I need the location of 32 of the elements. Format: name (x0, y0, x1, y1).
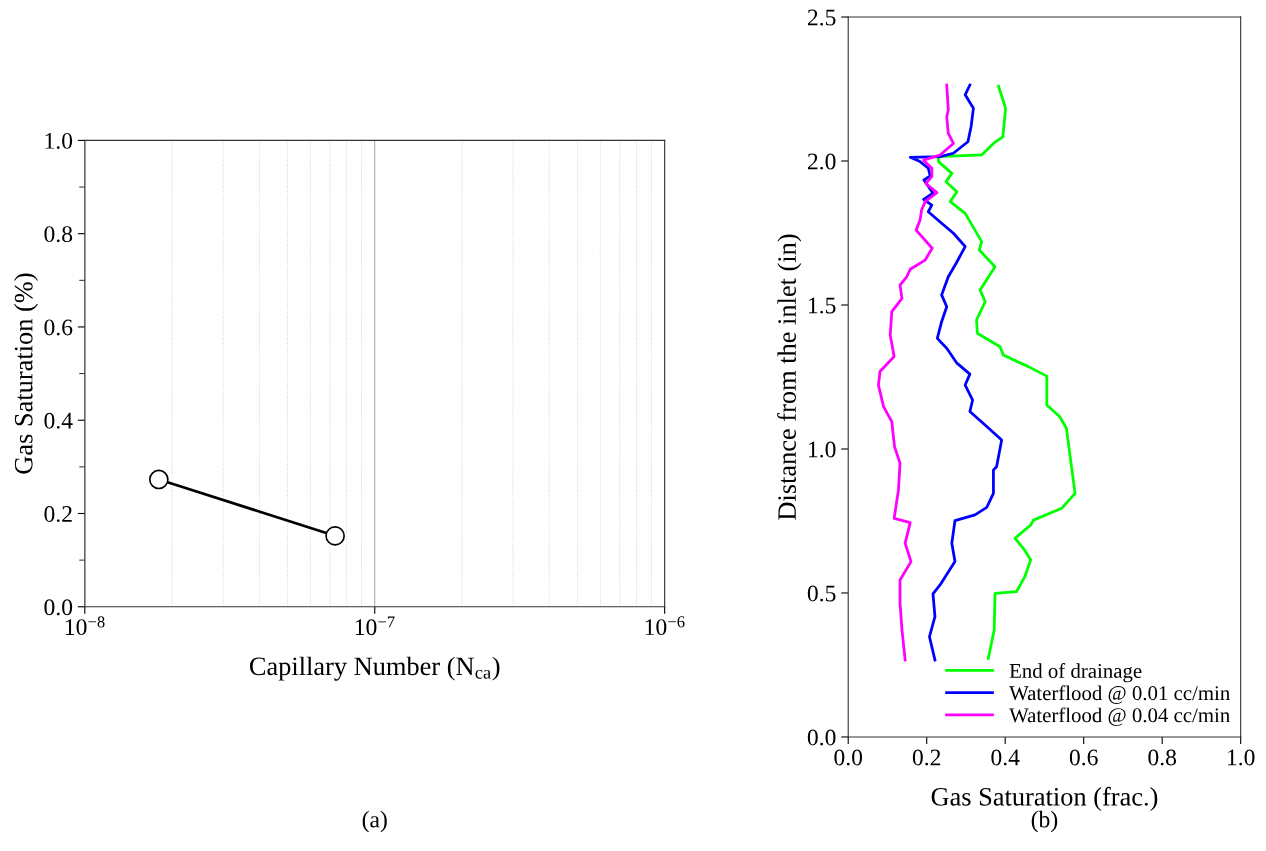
y-axis-title: Gas Saturation (%) (14, 273, 38, 474)
x-tick-label: 10$^{−6}$ (645, 616, 685, 636)
y-axis-title: Distance from the inlet (in) (777, 234, 802, 520)
y-tick-label: 0.8 (44, 226, 73, 243)
legend-label: Waterflood @ 0.01 cc/min (1009, 685, 1230, 704)
legend-label: End of drainage (1009, 663, 1142, 683)
y-tick-label: 1.0 (45, 132, 73, 149)
text: (a) (362, 810, 387, 833)
y-tick-label: 2.0 (807, 153, 836, 170)
x-tick-label: 0.2 (912, 749, 941, 766)
x-tick-label: 0.0 (834, 749, 863, 766)
y-tick-label: 0.0 (807, 729, 836, 746)
y-tick-label: 0.4 (44, 412, 73, 429)
line-series (937, 84, 1077, 660)
y-tick-label: 1.0 (808, 441, 836, 458)
x-tick-label: 10$^{−7}$ (355, 616, 395, 636)
x-tick-label: 0.4 (991, 749, 1020, 766)
x-tick-label: 0.8 (1148, 749, 1177, 766)
y-tick-label: 0.0 (44, 599, 73, 616)
x-axis-title: Capillary Number (N$_{ca}$) (249, 656, 500, 681)
y-tick-label: 0.2 (44, 505, 72, 523)
y-tick-label: 2.5 (807, 9, 836, 26)
line-series (908, 83, 1004, 662)
text: (b) (1031, 810, 1058, 833)
x-tick-label: 10$^{−8}$ (65, 616, 105, 636)
y-tick-label: 1.5 (808, 297, 836, 314)
line-series (877, 83, 955, 662)
x-tick-label: 1.0 (1228, 749, 1255, 766)
x-tick-label: 0.6 (1069, 749, 1098, 766)
legend-label: Waterflood @ 0.04 cc/min (1009, 707, 1230, 727)
y-tick-label: 0.5 (807, 585, 836, 602)
y-tick-label: 0.6 (44, 319, 73, 336)
